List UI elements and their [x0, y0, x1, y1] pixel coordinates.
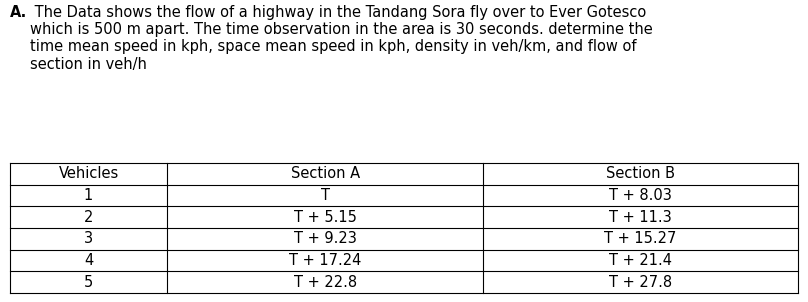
Text: T + 17.24: T + 17.24 [289, 253, 361, 268]
Text: The Data shows the flow of a highway in the Tandang Sora fly over to Ever Gotesc: The Data shows the flow of a highway in … [30, 5, 653, 72]
Text: T + 8.03: T + 8.03 [609, 188, 672, 203]
Text: 5: 5 [84, 275, 93, 290]
Text: A.: A. [10, 5, 27, 20]
Text: T + 21.4: T + 21.4 [609, 253, 672, 268]
Text: T + 11.3: T + 11.3 [609, 210, 672, 225]
Text: 3: 3 [84, 231, 93, 246]
Text: Vehicles: Vehicles [58, 166, 119, 182]
Text: 4: 4 [84, 253, 93, 268]
Text: T: T [321, 188, 330, 203]
Text: Section B: Section B [606, 166, 675, 182]
Text: 2: 2 [84, 210, 93, 225]
Text: Section A: Section A [291, 166, 360, 182]
Text: T + 5.15: T + 5.15 [293, 210, 356, 225]
Text: 1: 1 [84, 188, 93, 203]
Text: T + 27.8: T + 27.8 [609, 275, 672, 290]
Text: T + 15.27: T + 15.27 [604, 231, 677, 246]
Text: T + 22.8: T + 22.8 [293, 275, 356, 290]
Text: T + 9.23: T + 9.23 [293, 231, 356, 246]
